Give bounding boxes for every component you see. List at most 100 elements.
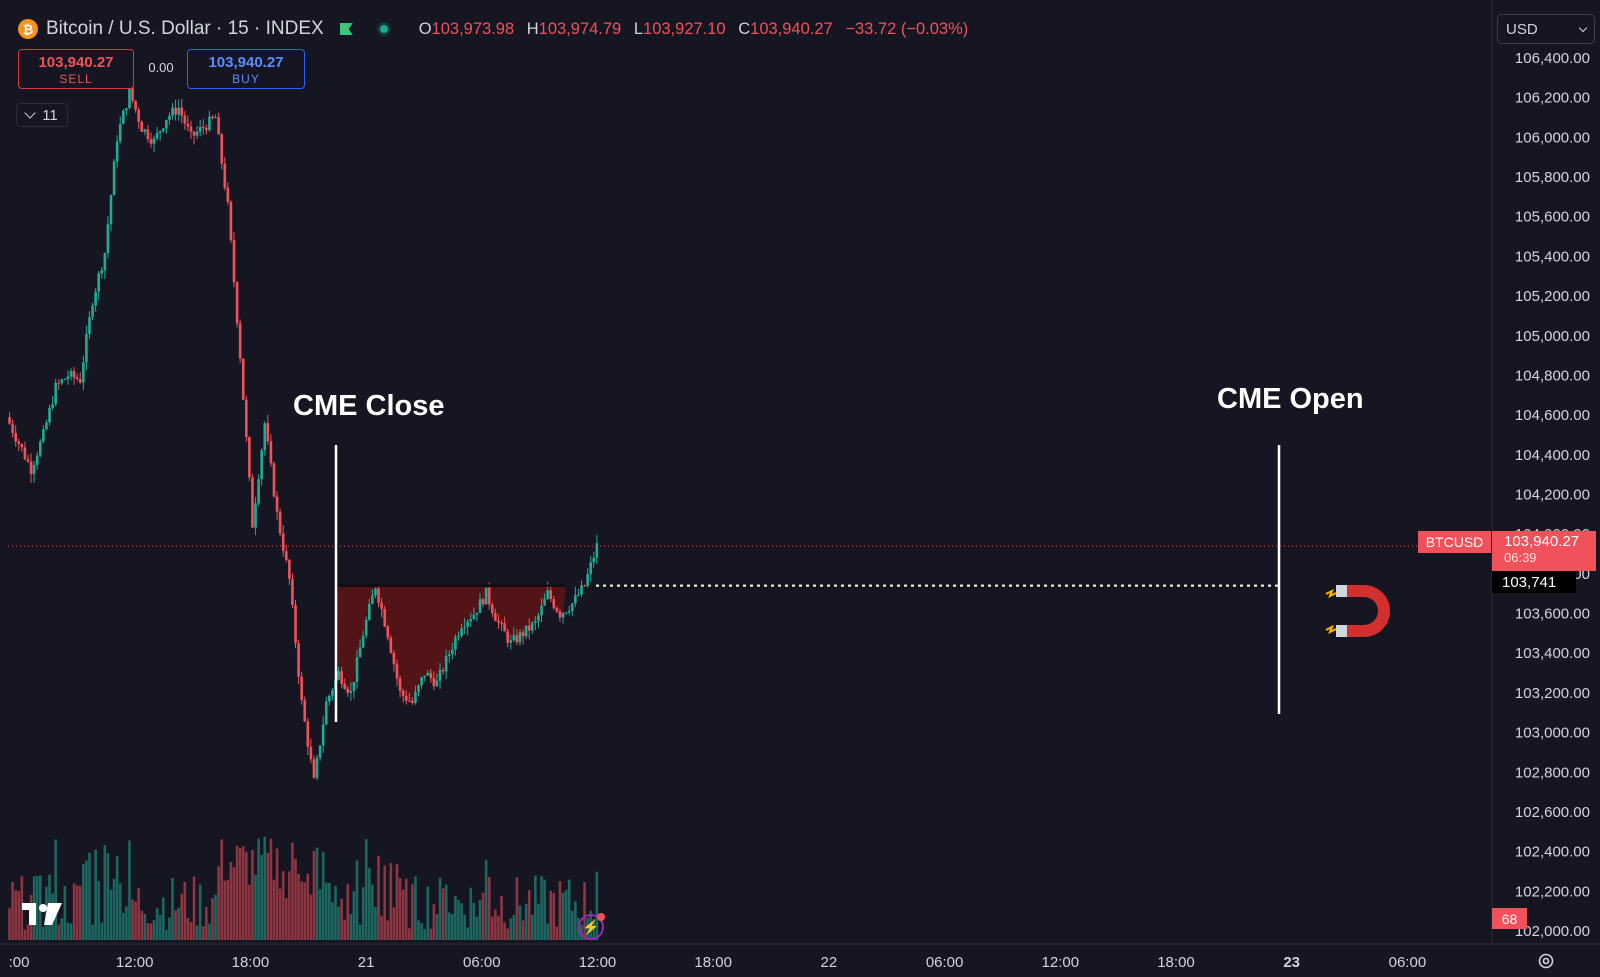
candle-body: [586, 574, 589, 586]
volume-bar: [392, 907, 396, 940]
candle-body: [78, 379, 82, 383]
candle-body: [180, 107, 184, 116]
volume-bar: [201, 926, 205, 940]
candle-body: [51, 404, 54, 408]
candle-body: [208, 116, 211, 131]
volume-bar: [454, 895, 457, 940]
candle-body: [407, 700, 411, 702]
candle-body: [269, 441, 273, 464]
volume-bar: [352, 891, 356, 940]
candle-body: [82, 362, 85, 383]
symbol-price-tag: BTCUSD: [1418, 531, 1491, 553]
volume-bar: [515, 877, 519, 940]
volume-bar: [235, 845, 239, 940]
candle-body: [580, 585, 583, 595]
volume-bar: [374, 906, 377, 940]
volume-bar: [328, 882, 331, 940]
volume-bar: [441, 888, 445, 940]
candle-body: [377, 588, 380, 603]
candle-body: [122, 110, 125, 125]
volume-bar: [72, 883, 76, 940]
cme-open-label: CME Open: [1217, 383, 1364, 415]
volume-bar: [17, 891, 21, 940]
lightning-alert-icon[interactable]: ⚡: [578, 913, 605, 940]
flag-icon[interactable]: [339, 23, 353, 35]
sell-button[interactable]: 103,940.27 SELL: [18, 49, 134, 89]
volume-bar: [189, 921, 193, 940]
volume-bar: [497, 915, 500, 940]
volume-bar: [343, 919, 347, 940]
candle-body: [42, 429, 45, 442]
candle-body: [524, 625, 528, 637]
candle-body: [174, 107, 177, 115]
price-tick-label: 102,000.00: [1515, 923, 1590, 940]
candle-body: [245, 399, 248, 438]
volume-bar: [487, 877, 491, 940]
candle-body: [355, 657, 359, 682]
volume-bar: [161, 897, 165, 940]
currency-select[interactable]: USD: [1497, 14, 1595, 44]
candle-body: [328, 695, 331, 702]
candle-body: [288, 559, 291, 579]
volume-bar: [195, 925, 199, 940]
volume-bar: [500, 895, 503, 940]
candle-body: [567, 610, 571, 613]
time-tick-label: 18:00: [1157, 954, 1195, 971]
volume-bar: [118, 883, 122, 940]
volume-bar: [82, 864, 85, 940]
settings-gear-icon[interactable]: [1537, 952, 1555, 970]
volume-bar: [94, 849, 97, 940]
buy-button[interactable]: 103,940.27 BUY: [187, 49, 305, 89]
candle-body: [266, 423, 270, 442]
candle-body: [374, 588, 377, 596]
ohlc-open-value: 103,973.98: [431, 19, 515, 38]
volume-bar: [324, 882, 328, 940]
candle-body: [205, 128, 208, 131]
candle-body: [444, 655, 448, 672]
volume-bar: [241, 846, 245, 940]
candle-body: [183, 115, 187, 124]
volume-bar: [530, 914, 534, 940]
volume-bar: [106, 853, 110, 940]
candle-body: [158, 131, 162, 133]
volume-bar: [570, 910, 574, 940]
volume-bar: [63, 886, 67, 940]
volume-bar: [115, 855, 119, 940]
volume-bar: [377, 855, 380, 940]
symbol-title[interactable]: Bitcoin / U.S. Dollar · 15 · INDEX: [46, 18, 324, 39]
market-status-icon[interactable]: [376, 22, 391, 36]
indicators-count: 11: [42, 106, 58, 124]
volume-bar: [303, 882, 307, 940]
volume-bar: [112, 878, 116, 940]
volume-bar: [475, 916, 479, 940]
symbol-header[interactable]: ₿ Bitcoin / U.S. Dollar · 15 · INDEX O10…: [18, 16, 968, 42]
volume-bar: [595, 871, 599, 940]
volume-bar: [417, 920, 420, 940]
volume-bar: [78, 885, 82, 940]
candle-body: [340, 671, 343, 684]
volume-bar: [198, 884, 202, 940]
volume-bar: [546, 923, 549, 940]
volume-bar: [331, 902, 334, 940]
volume-bar: [583, 881, 586, 940]
volume-bar: [491, 916, 494, 940]
candle-body: [368, 604, 371, 620]
volume-bar: [97, 881, 101, 940]
volume-bar: [8, 908, 11, 940]
volume-bar: [26, 924, 30, 940]
volume-bar: [435, 913, 439, 940]
volume-bar: [35, 875, 39, 940]
indicators-collapse-button[interactable]: 11: [16, 103, 68, 127]
tradingview-logo-icon[interactable]: [22, 903, 62, 925]
candle-body: [564, 612, 568, 614]
candle-body: [371, 595, 374, 605]
volume-bar: [211, 898, 214, 940]
price-tick-label: 104,800.00: [1515, 367, 1590, 384]
candle-body: [315, 757, 319, 778]
candle-body: [165, 119, 168, 129]
candle-body: [63, 379, 67, 381]
volume-bar: [521, 920, 525, 940]
candle-body: [589, 562, 593, 575]
candle-body: [217, 117, 220, 135]
